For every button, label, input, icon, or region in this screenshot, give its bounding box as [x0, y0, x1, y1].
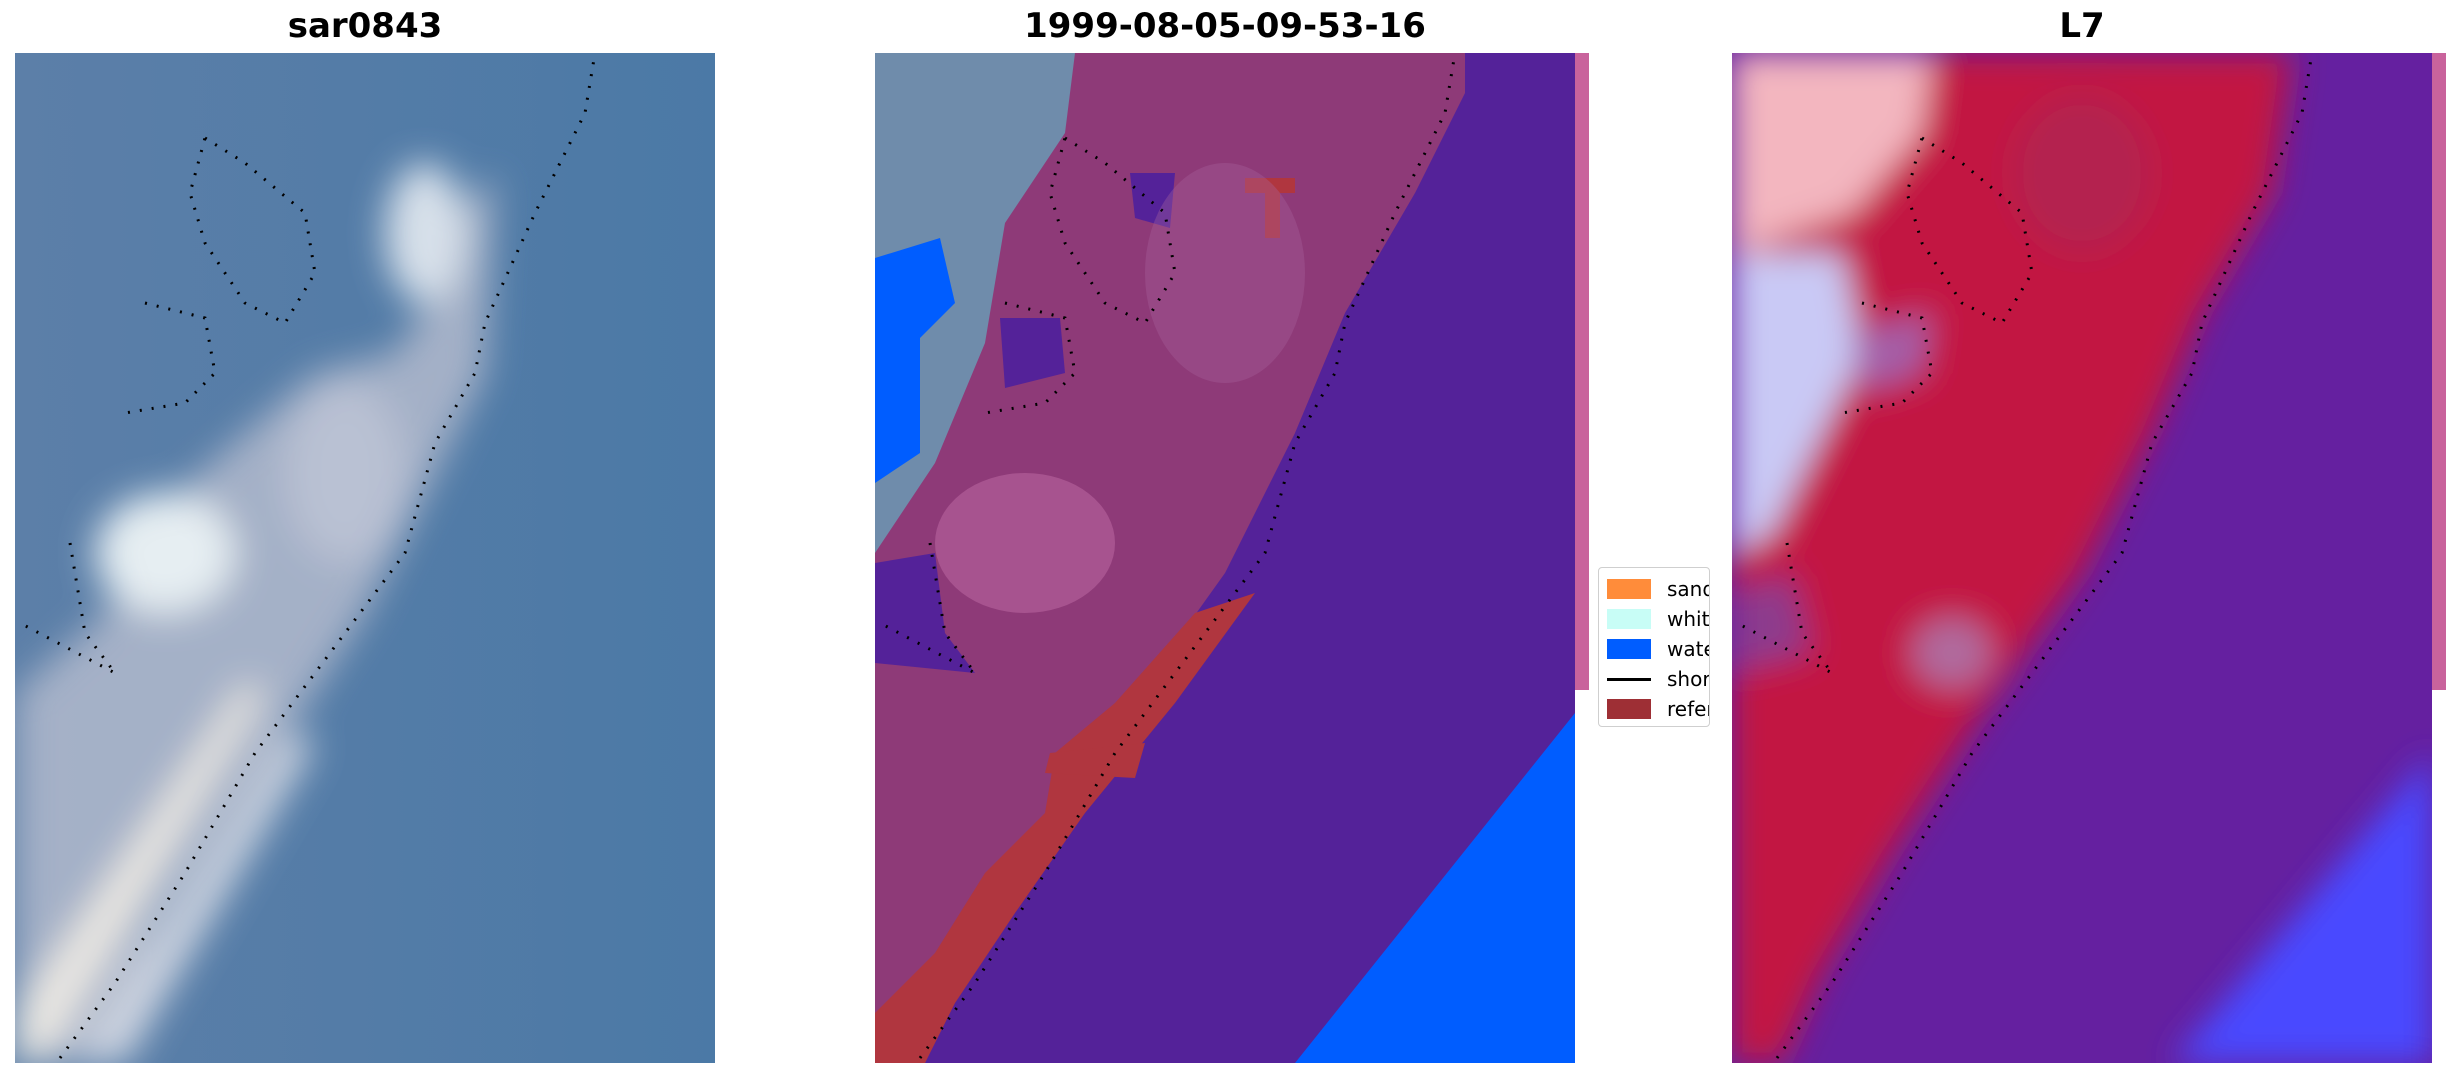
shoreline-trace	[58, 53, 597, 1059]
index-image-panel	[1732, 53, 2432, 1063]
legend: sand whitewater water shoreline referenc…	[1598, 567, 1710, 727]
legend-item-water: water	[1607, 634, 1709, 664]
legend-label: whitewater	[1667, 607, 1710, 631]
index-side-strip	[2432, 53, 2446, 690]
reference-swatch	[1607, 699, 1651, 719]
legend-item-shoreline: shoreline	[1607, 664, 1709, 694]
water-swatch	[1607, 639, 1651, 659]
classified-image-panel	[875, 53, 1575, 1063]
legend-item-reference: reference	[1607, 694, 1709, 724]
panel-title-index: L7	[2059, 6, 2105, 46]
legend-label: reference	[1667, 697, 1709, 721]
panel-title-classified: 1999-08-05-09-53-16	[1024, 6, 1426, 46]
rgb-image-panel	[15, 53, 715, 1063]
rgb-image	[15, 53, 715, 1063]
classified-image	[875, 53, 1575, 1063]
sand-swatch	[1607, 579, 1651, 599]
legend-label: shoreline	[1667, 667, 1710, 691]
legend-item-whitewater: whitewater	[1607, 604, 1709, 634]
panel-title-rgb: sar0843	[287, 6, 443, 46]
shoreline-swatch	[1607, 677, 1651, 681]
index-image	[1732, 53, 2432, 1063]
legend-label: sand	[1667, 577, 1709, 601]
classified-side-strip	[1575, 53, 1589, 690]
legend-item-sand: sand	[1607, 574, 1709, 604]
whitewater-swatch	[1607, 609, 1651, 629]
legend-label: water	[1667, 637, 1709, 661]
